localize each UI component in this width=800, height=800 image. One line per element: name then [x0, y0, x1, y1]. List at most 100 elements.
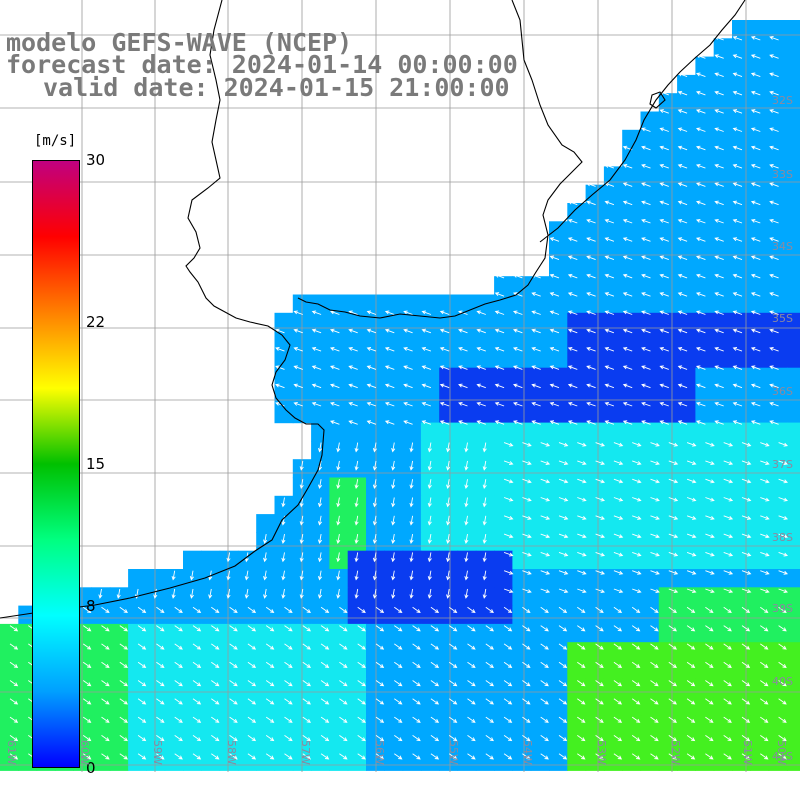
- wind-arrow: [476, 328, 486, 334]
- wind-arrow: [384, 328, 395, 334]
- wind-arrow: [137, 716, 147, 723]
- wind-arrow: [732, 182, 743, 187]
- wind-arrow: [116, 588, 121, 599]
- wind-arrow: [714, 145, 724, 151]
- wind-arrow: [281, 570, 286, 581]
- wind-arrow: [595, 533, 606, 539]
- wind-arrow: [384, 401, 395, 407]
- lat-lon-grid: [0, 0, 800, 772]
- wind-arrow: [211, 680, 220, 687]
- wind-arrow: [741, 570, 752, 575]
- wind-arrow: [586, 328, 596, 334]
- latitude-label: 33S: [772, 168, 793, 181]
- wind-arrow: [156, 643, 165, 650]
- wind-arrow: [686, 606, 696, 614]
- wind-arrow: [586, 237, 596, 242]
- wind-arrow: [650, 497, 660, 502]
- wind-arrow: [421, 347, 432, 352]
- wind-arrow: [741, 716, 751, 723]
- wind-arrow: [265, 698, 275, 705]
- wind-arrow: [247, 606, 257, 614]
- wind-arrow: [695, 145, 706, 151]
- wind-arrow: [595, 606, 604, 614]
- wind-arrow: [723, 698, 732, 705]
- wind-arrow: [695, 420, 706, 425]
- wind-arrow: [265, 680, 275, 687]
- wind-arrow: [174, 680, 183, 687]
- wind-arrow: [336, 497, 341, 508]
- wind-arrow: [613, 661, 623, 668]
- wind-arrow: [522, 533, 532, 539]
- longitude-label: 50W: [775, 740, 788, 765]
- wind-arrow: [778, 643, 787, 650]
- wind-arrow: [705, 625, 714, 632]
- wind-arrow: [421, 420, 432, 425]
- wind-arrow: [540, 478, 551, 484]
- wind-arrow: [336, 479, 341, 490]
- wind-arrow: [311, 347, 322, 352]
- wind-arrow: [732, 218, 743, 224]
- wind-arrow: [82, 716, 92, 723]
- wind-arrow: [659, 127, 669, 132]
- wind-arrow: [677, 401, 688, 407]
- wind-arrow: [153, 588, 158, 599]
- wind-arrow: [357, 643, 366, 650]
- wind-arrow: [211, 661, 220, 668]
- latitude-label: 39S: [772, 602, 793, 615]
- wind-arrow: [577, 735, 586, 742]
- wind-arrow: [448, 753, 458, 760]
- wind-arrow: [336, 552, 341, 563]
- wind-arrow: [540, 661, 549, 668]
- wind-arrow: [741, 661, 751, 668]
- wind-arrow: [549, 310, 560, 315]
- wind-arrow: [476, 310, 486, 315]
- wind-arrow: [156, 625, 165, 632]
- wind-arrow: [595, 442, 606, 447]
- wind-arrow: [275, 383, 285, 389]
- wind-arrow: [320, 753, 330, 760]
- wind-arrow: [540, 735, 549, 742]
- wind-arrow: [375, 606, 385, 614]
- wind-arrow: [778, 716, 787, 723]
- wind-arrow: [595, 625, 604, 632]
- wind-arrow: [403, 328, 413, 334]
- wind-arrow: [705, 661, 714, 668]
- wind-arrow: [192, 716, 202, 723]
- wind-arrow: [549, 328, 560, 334]
- wind-arrow: [522, 735, 531, 742]
- wind-arrow: [631, 606, 641, 614]
- wind-arrow: [558, 460, 569, 465]
- wind-arrow: [391, 460, 396, 471]
- wind-arrow: [549, 401, 560, 407]
- wind-arrow: [732, 72, 743, 78]
- wind-arrow: [650, 478, 660, 484]
- wind-arrow: [613, 515, 624, 520]
- wind-arrow: [464, 479, 469, 490]
- wind-arrow: [705, 533, 715, 539]
- wind-arrow: [604, 237, 615, 242]
- wind-arrow: [430, 625, 440, 632]
- wind-arrow: [512, 365, 523, 370]
- wind-arrow: [375, 643, 385, 650]
- wind-arrow: [137, 735, 147, 742]
- wind-arrow: [448, 735, 458, 742]
- wind-arrow: [604, 420, 615, 425]
- wind-arrow: [778, 533, 789, 539]
- wind-arrow: [467, 716, 476, 723]
- wind-arrow: [375, 698, 385, 705]
- wind-arrow: [482, 570, 487, 581]
- wind-arrow: [485, 716, 494, 723]
- wind-arrow: [375, 735, 385, 742]
- wind-arrow: [317, 442, 323, 453]
- wind-arrow: [659, 200, 669, 206]
- wind-arrow: [586, 292, 596, 297]
- wind-arrow: [677, 310, 688, 315]
- wind-arrow: [613, 551, 624, 557]
- wind-arrow: [467, 680, 476, 687]
- wind-arrow: [641, 200, 651, 206]
- wind-arrow: [586, 310, 596, 315]
- wind-arrow: [732, 273, 743, 279]
- wind-arrow: [430, 643, 440, 650]
- wind-arrow: [372, 497, 377, 508]
- wind-arrow: [668, 716, 677, 723]
